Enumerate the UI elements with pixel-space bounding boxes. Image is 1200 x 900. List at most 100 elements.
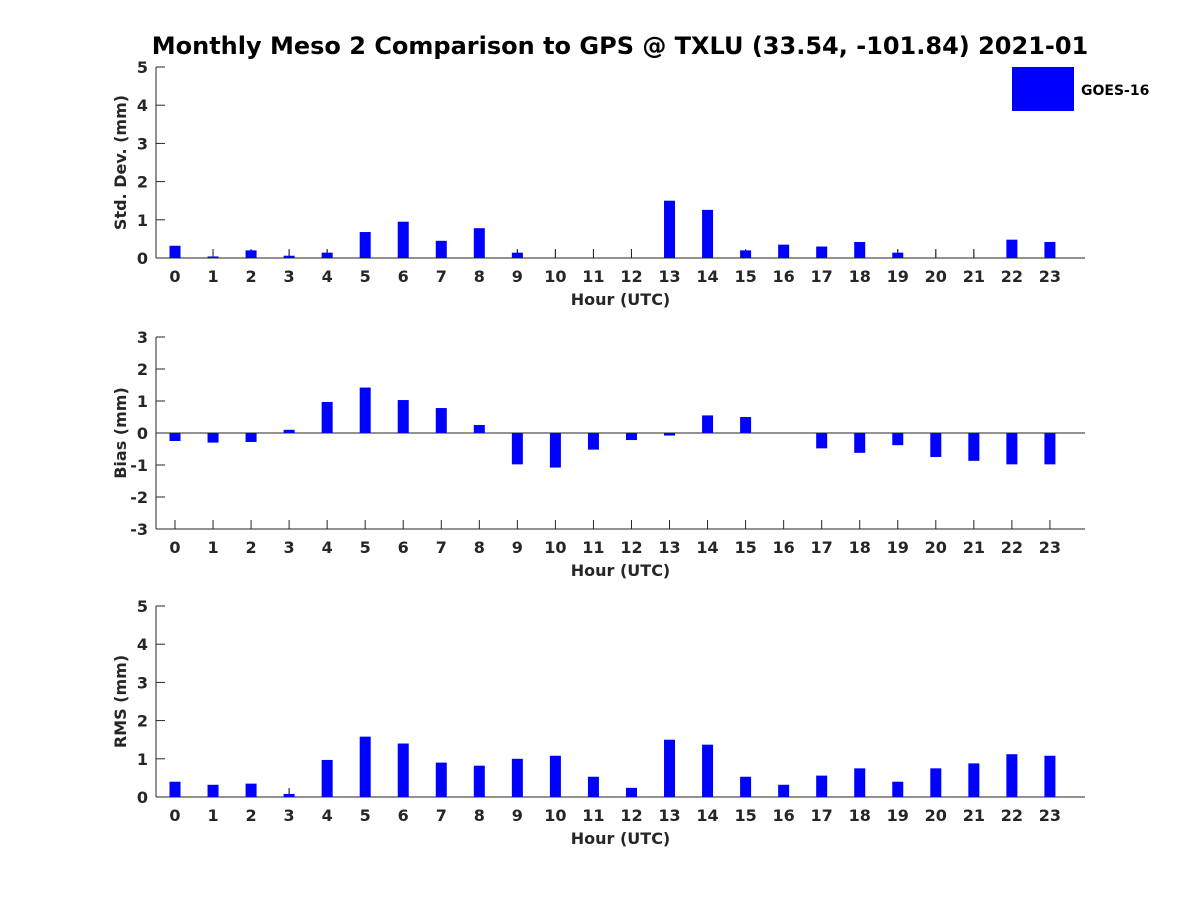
bar <box>702 209 714 258</box>
x-tick-label: 20 <box>925 267 947 286</box>
y-tick-label: 3 <box>137 673 148 692</box>
x-tick-label: 7 <box>436 538 447 557</box>
bar <box>511 433 523 465</box>
bar <box>1006 239 1018 258</box>
bar <box>549 433 561 468</box>
x-tick-label: 16 <box>773 806 795 825</box>
bar <box>892 433 904 446</box>
x-tick-label: 3 <box>284 538 295 557</box>
bar <box>740 776 752 797</box>
x-tick-label: 14 <box>696 806 718 825</box>
x-tick-label: 17 <box>811 267 833 286</box>
bar <box>283 255 295 258</box>
x-tick-label: 7 <box>436 806 447 825</box>
x-tick-label: 20 <box>925 538 947 557</box>
legend-swatch <box>1012 67 1074 111</box>
x-tick-label: 22 <box>1001 806 1023 825</box>
bar <box>359 232 371 258</box>
bar <box>473 228 485 258</box>
y-tick-label: -3 <box>130 520 148 539</box>
bar <box>1006 433 1018 465</box>
bar <box>816 433 828 449</box>
bar <box>1044 755 1056 797</box>
bar <box>1006 754 1018 797</box>
x-tick-label: 5 <box>360 806 371 825</box>
bar <box>397 400 409 433</box>
bar <box>511 252 523 258</box>
x-tick-label: 21 <box>963 267 985 286</box>
x-tick-label: 14 <box>696 538 718 557</box>
x-tick-label: 16 <box>773 267 795 286</box>
x-tick-label: 1 <box>207 267 218 286</box>
x-tick-label: 13 <box>658 806 680 825</box>
bar <box>321 401 333 433</box>
x-tick-label: 1 <box>207 806 218 825</box>
x-tick-label: 15 <box>734 538 756 557</box>
bar <box>625 433 637 441</box>
y-tick-label: 1 <box>137 211 148 230</box>
y-tick-label: 5 <box>137 597 148 616</box>
y-tick-label: -1 <box>130 456 148 475</box>
x-tick-label: 17 <box>811 806 833 825</box>
bar <box>892 781 904 797</box>
x-tick-label: 2 <box>246 538 257 557</box>
bar <box>1044 241 1056 258</box>
x-tick-label: 11 <box>582 806 604 825</box>
y-tick-label: -2 <box>130 488 148 507</box>
bar <box>854 241 866 258</box>
y-tick-label: 2 <box>137 173 148 192</box>
x-tick-label: 5 <box>360 538 371 557</box>
x-tick-label: 10 <box>544 267 566 286</box>
x-tick-label: 7 <box>436 267 447 286</box>
x-axis-label: Hour (UTC) <box>571 561 671 580</box>
bar <box>549 755 561 797</box>
y-tick-label: 5 <box>137 58 148 77</box>
x-tick-label: 12 <box>620 267 642 286</box>
y-tick-label: 3 <box>137 134 148 153</box>
bar <box>1044 433 1056 465</box>
x-tick-label: 4 <box>322 538 333 557</box>
bar <box>968 433 980 461</box>
y-axis-label: RMS (mm) <box>111 655 130 748</box>
x-tick-label: 2 <box>246 267 257 286</box>
bar <box>245 250 257 258</box>
bar <box>207 256 219 258</box>
x-tick-label: 0 <box>169 806 180 825</box>
legend: GOES-16 <box>1012 67 1149 111</box>
bar <box>245 433 257 442</box>
bar <box>702 744 714 797</box>
x-tick-label: 4 <box>322 806 333 825</box>
x-tick-label: 13 <box>658 538 680 557</box>
x-tick-label: 14 <box>696 267 718 286</box>
x-tick-label: 1 <box>207 538 218 557</box>
bar <box>816 246 828 258</box>
x-tick-label: 12 <box>620 538 642 557</box>
x-tick-label: 15 <box>734 267 756 286</box>
bar <box>664 433 676 436</box>
y-tick-label: 0 <box>137 424 148 443</box>
y-axis-label: Std. Dev. (mm) <box>111 95 130 230</box>
bar <box>321 759 333 797</box>
x-tick-label: 16 <box>773 538 795 557</box>
bar <box>778 784 790 797</box>
x-tick-label: 22 <box>1001 267 1023 286</box>
y-tick-label: 0 <box>137 788 148 807</box>
x-tick-label: 0 <box>169 267 180 286</box>
bar <box>359 387 371 433</box>
x-axis-label: Hour (UTC) <box>571 829 671 848</box>
y-tick-label: 4 <box>137 635 148 654</box>
x-tick-label: 11 <box>582 538 604 557</box>
chart-title: Monthly Meso 2 Comparison to GPS @ TXLU … <box>152 32 1089 60</box>
x-tick-label: 20 <box>925 806 947 825</box>
x-tick-label: 18 <box>849 267 871 286</box>
x-tick-label: 6 <box>398 538 409 557</box>
x-tick-label: 10 <box>544 806 566 825</box>
x-tick-label: 4 <box>322 267 333 286</box>
bar <box>397 221 409 258</box>
bar <box>283 793 295 797</box>
y-tick-label: 3 <box>137 328 148 347</box>
